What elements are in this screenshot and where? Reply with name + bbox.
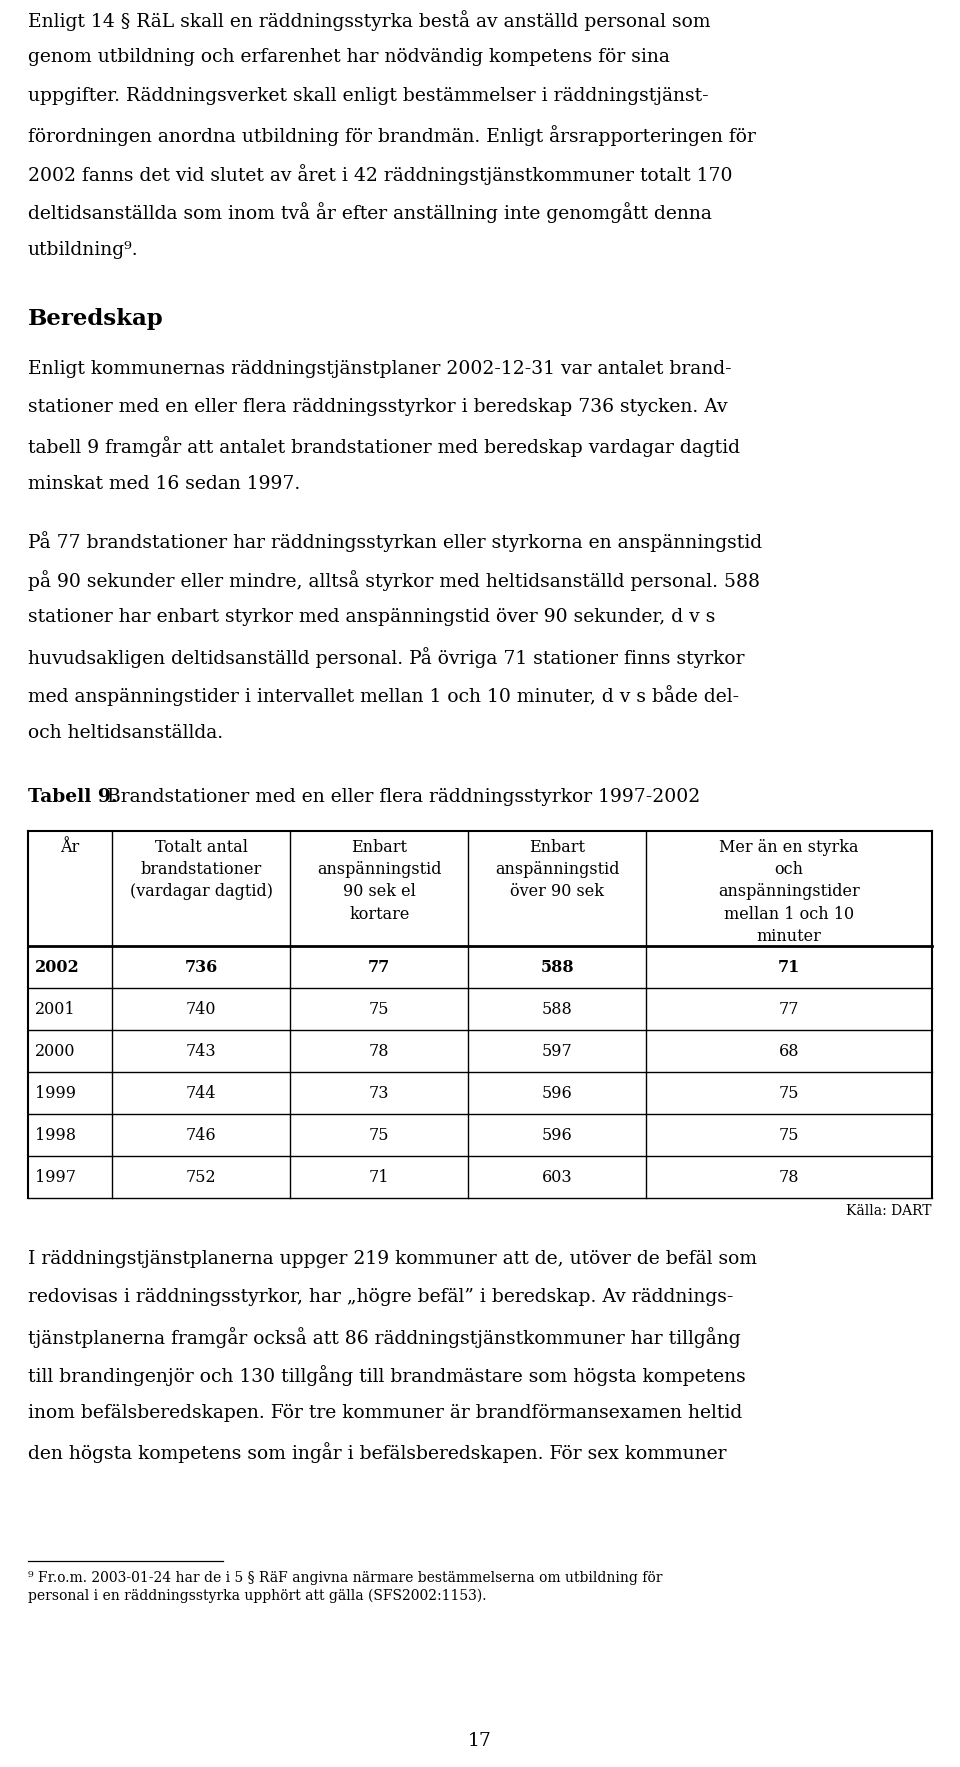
Text: inom befälsberedskapen. För tre kommuner är brandförmansexamen heltid: inom befälsberedskapen. För tre kommuner… — [28, 1405, 742, 1422]
Text: på 90 sekunder eller mindre, alltså styrkor med heltidsanställd personal. 588: på 90 sekunder eller mindre, alltså styr… — [28, 571, 760, 590]
Text: med anspänningstider i intervallet mellan 1 och 10 minuter, d v s både del-: med anspänningstider i intervallet mella… — [28, 686, 739, 707]
Text: 77: 77 — [368, 958, 391, 975]
Text: genom utbildning och erfarenhet har nödvändig kompetens för sina: genom utbildning och erfarenhet har nödv… — [28, 48, 670, 67]
Text: 597: 597 — [541, 1043, 573, 1060]
Text: 2000: 2000 — [35, 1043, 76, 1060]
Text: Enligt 14 § RäL skall en räddningsstyrka bestå av anställd personal som: Enligt 14 § RäL skall en räddningsstyrka… — [28, 11, 710, 32]
Text: Beredskap: Beredskap — [28, 307, 164, 329]
Text: På 77 brandstationer har räddningsstyrkan eller styrkorna en anspänningstid: På 77 brandstationer har räddningsstyrka… — [28, 532, 762, 553]
Text: den högsta kompetens som ingår i befälsberedskapen. För sex kommuner: den högsta kompetens som ingår i befälsb… — [28, 1442, 727, 1463]
Text: År: År — [60, 839, 80, 855]
Text: Tabell 9.: Tabell 9. — [28, 788, 117, 806]
Text: deltidsanställda som inom två år efter anställning inte genomgått denna: deltidsanställda som inom två år efter a… — [28, 203, 712, 223]
Text: tjänstplanerna framgår också att 86 räddningstjänstkommuner har tillgång: tjänstplanerna framgår också att 86 rädd… — [28, 1327, 740, 1348]
Text: personal i en räddningsstyrka upphört att gälla (SFS2002:1153).: personal i en räddningsstyrka upphört at… — [28, 1589, 487, 1603]
Text: Källa: DART: Källa: DART — [847, 1203, 932, 1217]
Text: 68: 68 — [779, 1043, 800, 1060]
Text: 743: 743 — [186, 1043, 216, 1060]
Text: 71: 71 — [778, 958, 801, 975]
Text: 77: 77 — [779, 1000, 800, 1018]
Text: 588: 588 — [541, 1000, 573, 1018]
Text: stationer har enbart styrkor med anspänningstid över 90 sekunder, d v s: stationer har enbart styrkor med anspänn… — [28, 608, 715, 627]
Text: 78: 78 — [779, 1168, 800, 1186]
Text: 75: 75 — [369, 1000, 390, 1018]
Text: 740: 740 — [186, 1000, 216, 1018]
Text: 71: 71 — [369, 1168, 390, 1186]
Text: 588: 588 — [540, 958, 574, 975]
Text: utbildning⁹.: utbildning⁹. — [28, 240, 138, 260]
Text: ⁹ Fr.o.m. 2003-01-24 har de i 5 § RäF angivna närmare bestämmelserna om utbildni: ⁹ Fr.o.m. 2003-01-24 har de i 5 § RäF an… — [28, 1571, 662, 1585]
Text: 78: 78 — [369, 1043, 390, 1060]
Text: Enligt kommunernas räddningstjänstplaner 2002-12-31 var antalet brand-: Enligt kommunernas räddningstjänstplaner… — [28, 359, 732, 378]
Text: 2001: 2001 — [35, 1000, 76, 1018]
Text: 75: 75 — [779, 1085, 800, 1101]
Text: stationer med en eller flera räddningsstyrkor i beredskap 736 stycken. Av: stationer med en eller flera räddningsst… — [28, 398, 728, 415]
Text: Brandstationer med en eller flera räddningsstyrkor 1997-2002: Brandstationer med en eller flera räddni… — [101, 788, 700, 806]
Text: tabell 9 framgår att antalet brandstationer med beredskap vardagar dagtid: tabell 9 framgår att antalet brandstatio… — [28, 436, 740, 458]
Text: 746: 746 — [186, 1127, 216, 1143]
Text: förordningen anordna utbildning för brandmän. Enligt årsrapporteringen för: förordningen anordna utbildning för bran… — [28, 125, 756, 147]
Text: 1998: 1998 — [35, 1127, 76, 1143]
Text: I räddningstjänstplanerna uppger 219 kommuner att de, utöver de befäl som: I räddningstjänstplanerna uppger 219 kom… — [28, 1249, 757, 1269]
Text: Mer än en styrka
och
anspänningstider
mellan 1 och 10
minuter: Mer än en styrka och anspänningstider me… — [718, 839, 860, 945]
Text: 2002 fanns det vid slutet av året i 42 räddningstjänstkommuner totalt 170: 2002 fanns det vid slutet av året i 42 r… — [28, 164, 732, 186]
Text: Enbart
anspänningstid
90 sek el
kortare: Enbart anspänningstid 90 sek el kortare — [317, 839, 442, 922]
Text: 75: 75 — [779, 1127, 800, 1143]
Text: 1999: 1999 — [35, 1085, 76, 1101]
Text: 2002: 2002 — [35, 958, 80, 975]
Text: 17: 17 — [468, 1732, 492, 1749]
Text: 75: 75 — [369, 1127, 390, 1143]
Text: 73: 73 — [369, 1085, 390, 1101]
Text: 1997: 1997 — [35, 1168, 76, 1186]
Text: till brandingenjör och 130 tillgång till brandmästare som högsta kompetens: till brandingenjör och 130 tillgång till… — [28, 1366, 746, 1387]
Text: redovisas i räddningsstyrkor, har „högre befäl” i beredskap. Av räddnings-: redovisas i räddningsstyrkor, har „högre… — [28, 1288, 733, 1306]
Text: 603: 603 — [542, 1168, 572, 1186]
Text: och heltidsanställda.: och heltidsanställda. — [28, 724, 223, 742]
Text: minskat med 16 sedan 1997.: minskat med 16 sedan 1997. — [28, 475, 300, 493]
Text: Totalt antal
brandstationer
(vardagar dagtid): Totalt antal brandstationer (vardagar da… — [130, 839, 273, 901]
Text: 736: 736 — [184, 958, 218, 975]
Text: huvudsakligen deltidsanställd personal. På övriga 71 stationer finns styrkor: huvudsakligen deltidsanställd personal. … — [28, 647, 745, 668]
Text: Enbart
anspänningstid
över 90 sek: Enbart anspänningstid över 90 sek — [495, 839, 619, 901]
Text: 744: 744 — [186, 1085, 216, 1101]
Text: 596: 596 — [541, 1085, 573, 1101]
Text: 752: 752 — [186, 1168, 216, 1186]
Text: 596: 596 — [541, 1127, 573, 1143]
Text: uppgifter. Räddningsverket skall enligt bestämmelser i räddningstjänst-: uppgifter. Räddningsverket skall enligt … — [28, 87, 708, 104]
